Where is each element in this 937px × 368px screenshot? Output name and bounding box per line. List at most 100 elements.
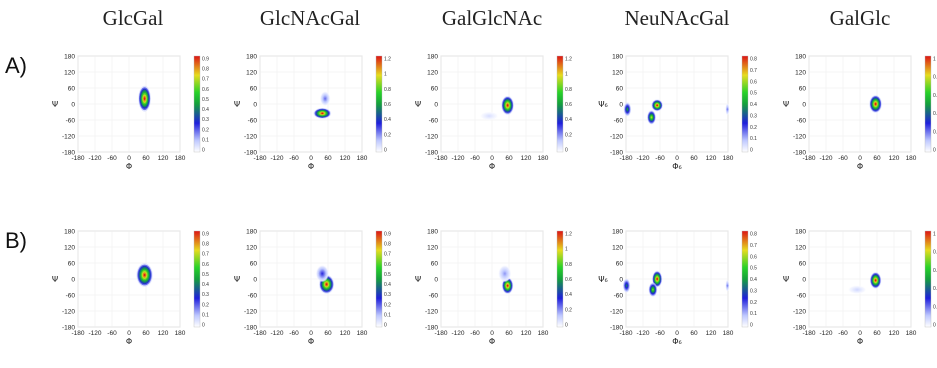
x-axis-label: Φ₆ — [672, 162, 682, 171]
colorbar-tick-label: 0.9 — [202, 57, 209, 63]
colorbar-tick-label: 0 — [384, 323, 387, 329]
x-tick-label: 60 — [873, 330, 881, 337]
colorbar-tick-label: 0.2 — [202, 302, 209, 308]
y-tick-label: 60 — [616, 260, 624, 267]
x-tick-label: 60 — [324, 155, 332, 162]
density-blob — [506, 284, 509, 287]
colorbar-tick-label: 0.8 — [933, 75, 937, 81]
column-title-galglcnac: GalGlcNAc — [441, 6, 543, 30]
x-tick-label: -120 — [636, 155, 649, 162]
y-tick-label: -60 — [66, 117, 76, 124]
y-tick-label: -60 — [248, 292, 258, 299]
colorbar-tick-label: 0.8 — [202, 67, 209, 73]
colorbar-tick-label: 0.7 — [384, 252, 391, 258]
x-tick-label: 0 — [127, 330, 131, 337]
colorbar-tick-label: 1.2 — [565, 232, 572, 238]
y-tick-label: -180 — [62, 324, 75, 331]
colorbar-tick-label: 1 — [565, 247, 568, 253]
colorbar-tick-label: 0.6 — [933, 268, 937, 274]
density-blob — [856, 288, 859, 291]
y-tick-label: -120 — [793, 133, 806, 140]
y-tick-label: 0 — [71, 276, 75, 283]
y-tick-label: 0 — [619, 276, 623, 283]
y-axis-label: Ψ — [783, 275, 789, 284]
x-tick-label: -60 — [655, 330, 665, 337]
colorbar-tick-label: 0.6 — [565, 102, 572, 108]
colorbar-tick-label: 0.1 — [202, 137, 209, 143]
x-axis-label: Φ — [857, 337, 863, 346]
colorbar-tick-label: 0.1 — [750, 311, 757, 317]
x-tick-label: 180 — [357, 330, 368, 337]
colorbar-tick-label: 0.4 — [933, 286, 937, 292]
y-tick-label: -120 — [244, 308, 257, 315]
y-axis-label: Ψ — [415, 275, 421, 284]
colorbar-tick-label: 0.3 — [202, 117, 209, 123]
y-tick-label: 60 — [799, 260, 807, 267]
colorbar-tick-label: 0.8 — [750, 232, 757, 238]
y-axis-label: Ψ₆ — [598, 275, 608, 284]
y-tick-label: -120 — [62, 308, 75, 315]
y-tick-label: 120 — [612, 244, 623, 251]
density-blob — [726, 108, 729, 111]
x-axis-label: Φ — [489, 337, 495, 346]
y-tick-label: 120 — [795, 69, 806, 76]
y-tick-label: 120 — [64, 244, 75, 251]
colorbar-tick-label: 0.4 — [933, 111, 937, 117]
y-tick-label: 0 — [434, 276, 438, 283]
colorbar-tick-label: 0.9 — [384, 232, 391, 238]
y-tick-label: 180 — [246, 228, 257, 235]
y-tick-label: -120 — [793, 308, 806, 315]
y-tick-label: -120 — [62, 133, 75, 140]
y-tick-label: 60 — [431, 260, 439, 267]
colorbar-tick-label: 0.6 — [202, 87, 209, 93]
x-tick-label: 120 — [706, 330, 717, 337]
colorbar-tick-label: 0.7 — [202, 77, 209, 83]
x-tick-label: -120 — [636, 330, 649, 337]
x-tick-label: 180 — [538, 330, 549, 337]
ramachandran-plot-a-glcnacgal: -180 -120 -60 0 60 120 180 180 120 60 0 -60 -120 -180… — [234, 53, 391, 171]
x-axis-label: Φ — [126, 162, 132, 171]
y-tick-label: -60 — [614, 292, 624, 299]
y-tick-label: -180 — [425, 149, 438, 156]
x-tick-label: -60 — [289, 155, 299, 162]
colorbar-tick-label: 1.2 — [384, 57, 391, 63]
x-tick-label: 60 — [324, 330, 332, 337]
x-tick-label: -120 — [451, 330, 464, 337]
y-tick-label: -180 — [610, 324, 623, 331]
colorbar — [556, 230, 564, 328]
ramachandran-plot-b-galglcnac: -180 -120 -60 0 60 120 180 180 120 60 0 -60 -120 -180… — [415, 228, 572, 346]
colorbar-tick-label: 0.6 — [202, 262, 209, 268]
x-tick-label: 60 — [505, 330, 513, 337]
x-tick-label: -60 — [470, 155, 480, 162]
colorbar-tick-label: 0.4 — [202, 282, 209, 288]
x-axis-label: Φ — [126, 337, 132, 346]
ramachandran-plot-b-glcgal: -180 -120 -60 0 60 120 180 180 120 60 0 -60 -120 -180… — [52, 228, 209, 346]
y-tick-label: -180 — [244, 149, 257, 156]
y-axis-label: Ψ — [234, 100, 240, 109]
density-blob — [321, 112, 324, 115]
density-blob — [652, 288, 654, 291]
ramachandran-plot-b-galglc: -180 -120 -60 0 60 120 180 180 120 60 0 -60 -120 -180… — [783, 228, 937, 346]
x-tick-label: 180 — [538, 155, 549, 162]
ramachandran-plot-a-galglcnac: -180 -120 -60 0 60 120 180 180 120 60 0 -60 -120 -180… — [415, 53, 572, 171]
x-tick-label: 60 — [690, 155, 698, 162]
colorbar-tick-label: 0 — [933, 148, 936, 154]
x-tick-label: -120 — [88, 155, 101, 162]
colorbar-tick-label: 0.1 — [384, 312, 391, 318]
y-tick-label: 180 — [612, 228, 623, 235]
colorbar — [193, 230, 201, 328]
y-tick-label: 120 — [64, 69, 75, 76]
colorbar-tick-label: 1 — [384, 72, 387, 78]
column-title-glcnacgal: GlcNAcGal — [259, 6, 361, 30]
y-tick-label: -120 — [425, 308, 438, 315]
x-tick-label: -120 — [270, 330, 283, 337]
colorbar-tick-label: 0.8 — [750, 57, 757, 63]
colorbar-tick-label: 0.4 — [384, 282, 391, 288]
y-tick-label: 120 — [246, 69, 257, 76]
ramachandran-plot-b-glcnacgal: -180 -120 -60 0 60 120 180 180 120 60 0 -60 -120 -180… — [234, 228, 391, 346]
x-tick-label: -180 — [434, 155, 447, 162]
colorbar-tick-label: 0.2 — [384, 302, 391, 308]
colorbar-tick-label: 0.3 — [750, 113, 757, 119]
x-tick-label: 0 — [309, 330, 313, 337]
colorbar-tick-label: 0.2 — [933, 129, 937, 135]
